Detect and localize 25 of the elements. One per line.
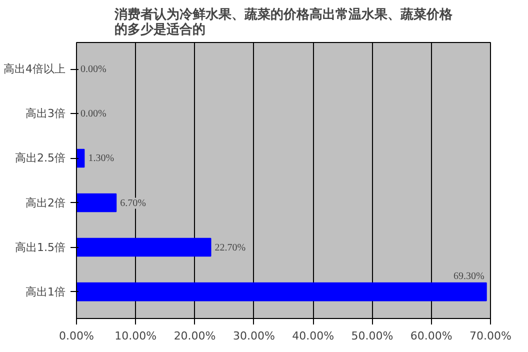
- x-tick-label: 70.00%: [470, 330, 512, 342]
- y-tick-label: 高出2倍: [26, 196, 66, 210]
- x-tick-label: 10.00%: [114, 330, 157, 342]
- y-tick-label: 高出3倍: [26, 107, 66, 120]
- x-tick-label: 30.00%: [232, 330, 275, 342]
- y-tick-label: 高出1.5倍: [15, 240, 66, 254]
- x-tick-label: 0.00%: [59, 330, 94, 342]
- data-label: 22.70%: [214, 242, 246, 254]
- x-tick-label: 50.00%: [351, 330, 394, 342]
- y-tick-label: 高出2.5倍: [15, 152, 66, 165]
- chart-title: 消费者认为冷鲜水果、蔬菜的价格高出常温水果、蔬菜价格的多少是适合的: [114, 6, 454, 38]
- data-label: 6.70%: [120, 198, 146, 209]
- data-label: 69.30%: [454, 270, 484, 282]
- data-label: 0.00%: [80, 64, 106, 76]
- bar: [76, 238, 212, 257]
- x-tick-label: 20.00%: [174, 330, 216, 342]
- x-tick-label: 40.00%: [292, 330, 334, 342]
- data-label: 0.00%: [80, 108, 106, 120]
- bar: [76, 148, 85, 168]
- x-tick-label: 60.00%: [410, 330, 452, 342]
- bar: [76, 193, 117, 212]
- bar: [76, 282, 487, 302]
- y-tick-label: 高出4倍以上: [4, 62, 66, 76]
- y-tick-label: 高出1倍: [26, 285, 66, 298]
- data-label: 1.30%: [88, 153, 114, 164]
